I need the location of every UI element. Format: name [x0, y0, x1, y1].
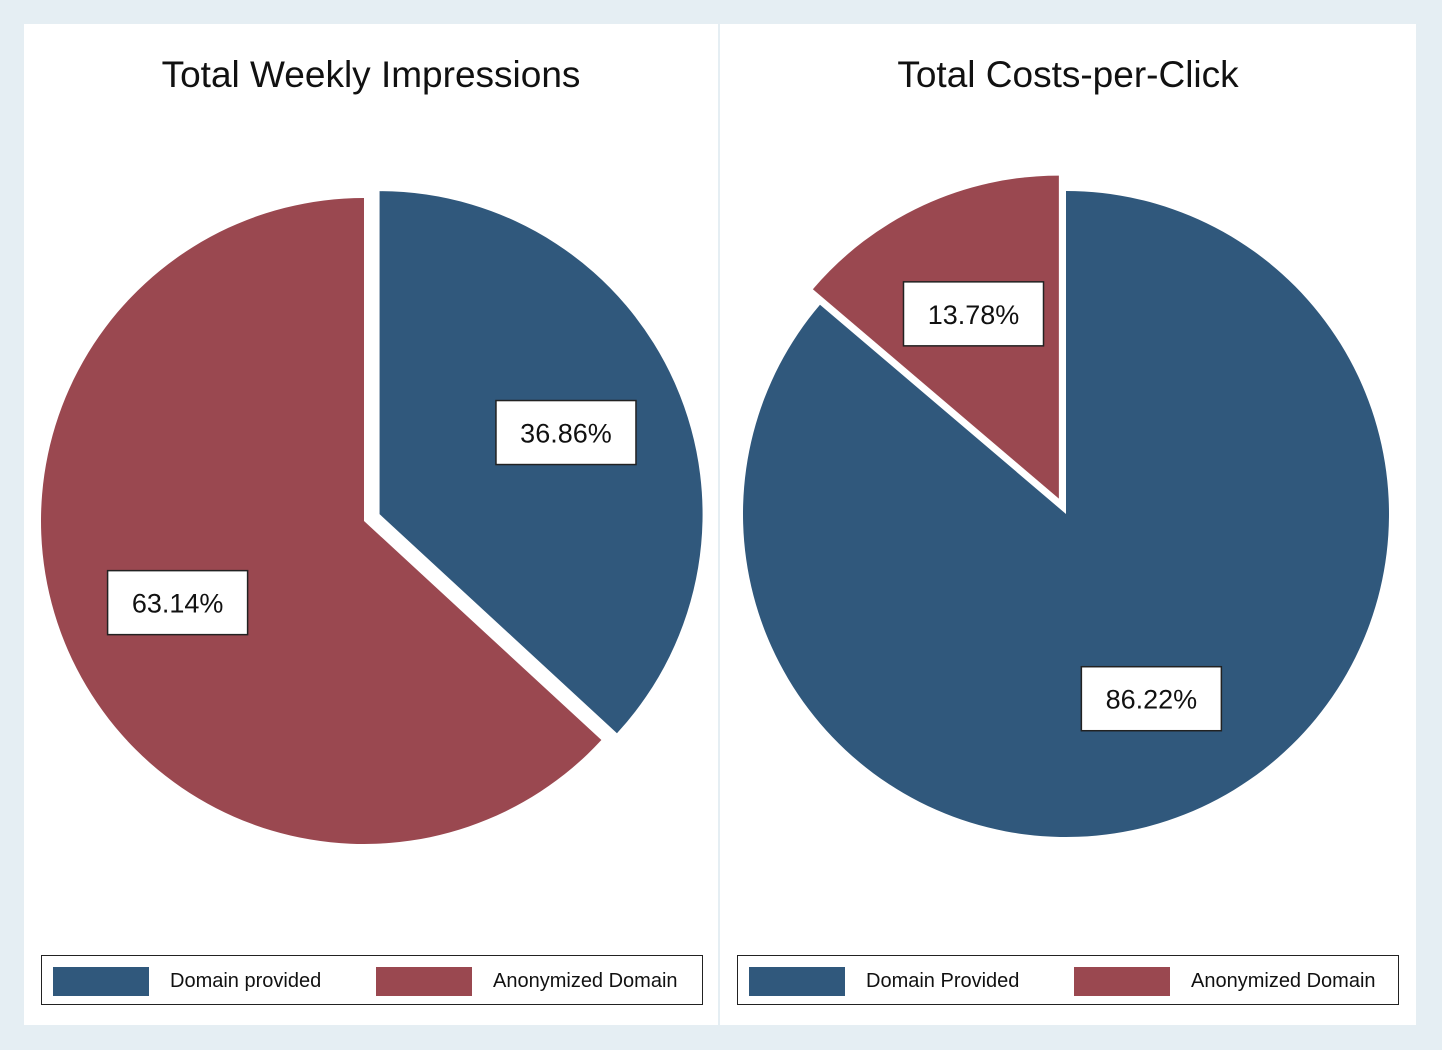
legend-label-domain-provided: Domain Provided: [866, 970, 1020, 992]
chart-title: Total Weekly Impressions: [161, 54, 581, 95]
chart-title: Total Costs-per-Click: [897, 54, 1239, 95]
legend-swatch-domain-provided: [53, 967, 149, 996]
chart-panel-impressions: Total Weekly Impressions 36.86% 63.14% Do…: [24, 24, 718, 1025]
svg-text:86.22%: 86.22%: [1106, 685, 1198, 715]
legend-label-anonymized-domain: Anonymized Domain: [1191, 970, 1376, 992]
pie-slice-anonymized-domain: [40, 198, 602, 845]
slice-label-domain-provided: 86.22%: [1080, 665, 1223, 732]
legend-label-domain-provided: Domain provided: [170, 970, 322, 992]
slice-label-domain-provided: 36.86%: [495, 399, 637, 466]
pie-slice-domain-provided: [743, 191, 1389, 837]
slice-label-anonymized-domain: 13.78%: [902, 281, 1045, 347]
legend: Domain provided Anonymized Domain: [41, 955, 703, 1005]
slice-label-anonymized-domain: 63.14%: [106, 569, 249, 636]
svg-text:63.14%: 63.14%: [132, 589, 224, 619]
pie-chart-cpc: 86.22% 13.78%: [743, 175, 1389, 837]
svg-text:36.86%: 36.86%: [520, 419, 612, 449]
legend-swatch-anonymized-domain: [1074, 967, 1170, 996]
legend-swatch-domain-provided: [749, 967, 845, 996]
pie-chart-impressions: 36.86% 63.14%: [40, 191, 703, 845]
legend-label-anonymized-domain: Anonymized Domain: [493, 970, 678, 992]
legend: Domain Provided Anonymized Domain: [737, 955, 1399, 1005]
svg-text:13.78%: 13.78%: [928, 300, 1020, 330]
legend-swatch-anonymized-domain: [376, 967, 472, 996]
chart-panel-cpc: Total Costs-per-Click 86.22% 13.78% Domai…: [720, 24, 1416, 1025]
